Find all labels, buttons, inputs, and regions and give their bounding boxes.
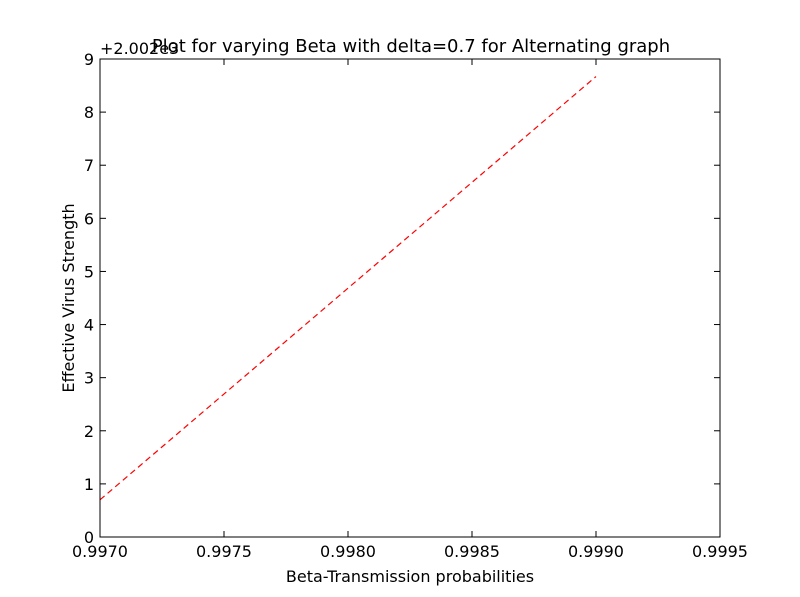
y-offset-text: +2.002e3 — [100, 39, 179, 58]
x-tick-label: 0.9990 — [568, 542, 624, 561]
y-tick-label: 1 — [84, 475, 94, 494]
y-tick-label: 3 — [84, 369, 94, 388]
chart-title: Plot for varying Beta with delta=0.7 for… — [152, 36, 670, 57]
x-tick-label: 0.9980 — [320, 542, 376, 561]
y-tick-label: 7 — [84, 156, 94, 175]
y-tick-label: 9 — [84, 50, 94, 69]
plot-frame — [99, 58, 721, 538]
x-tick-label: 0.9970 — [72, 542, 128, 561]
x-tick-label: 0.9995 — [692, 542, 748, 561]
y-tick-label: 5 — [84, 262, 94, 281]
series-line — [99, 76, 597, 501]
y-tick-label: 6 — [84, 209, 94, 228]
x-tick-label: 0.9975 — [196, 542, 252, 561]
tick-layer: 0.9970 0.9975 0.9980 0.9985 0.9990 0.9995 0 1 2 3… — [72, 50, 748, 561]
y-tick-label: 0 — [84, 528, 94, 547]
x-axis-label: Beta-Transmission probabilities — [286, 567, 534, 586]
y-tick-label: 4 — [84, 316, 94, 335]
y-tick-label: 2 — [84, 422, 94, 441]
plot-area — [100, 59, 720, 537]
data-layer — [99, 76, 597, 501]
y-tick-label: 8 — [84, 103, 94, 122]
y-axis-label: Effective Virus Strength — [59, 203, 78, 392]
x-tick-label: 0.9985 — [444, 542, 500, 561]
